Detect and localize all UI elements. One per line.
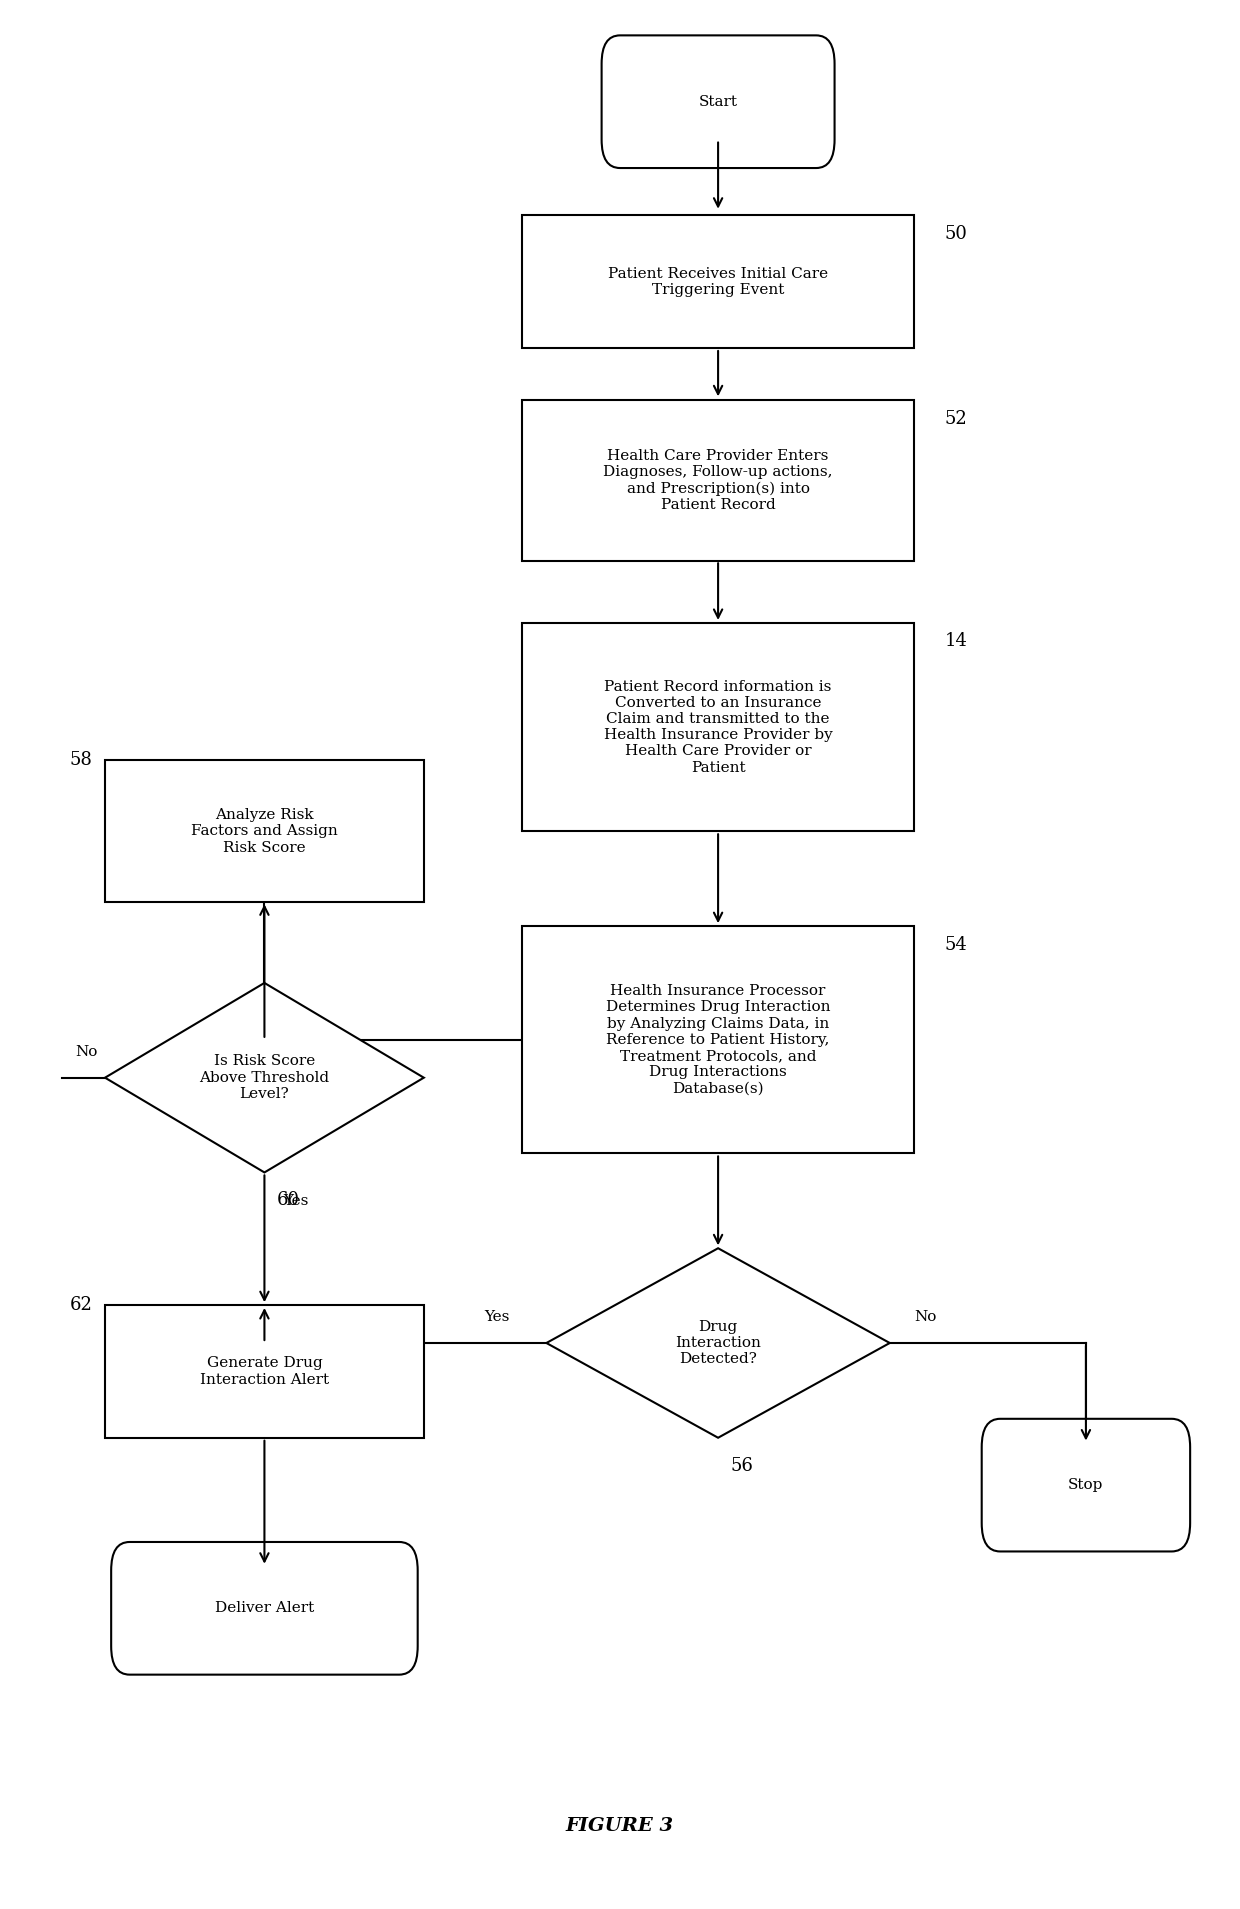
FancyBboxPatch shape	[105, 1306, 424, 1437]
FancyBboxPatch shape	[522, 622, 914, 830]
Text: 56: 56	[730, 1457, 753, 1476]
FancyBboxPatch shape	[522, 401, 914, 561]
Text: Health Care Provider Enters
Diagnoses, Follow-up actions,
and Prescription(s) in: Health Care Provider Enters Diagnoses, F…	[604, 449, 833, 512]
FancyBboxPatch shape	[522, 926, 914, 1153]
Text: Drug
Interaction
Detected?: Drug Interaction Detected?	[675, 1319, 761, 1367]
Text: 62: 62	[69, 1296, 93, 1313]
Polygon shape	[547, 1248, 890, 1437]
FancyBboxPatch shape	[982, 1418, 1190, 1552]
Polygon shape	[105, 983, 424, 1172]
Text: FIGURE 3: FIGURE 3	[565, 1817, 675, 1835]
FancyBboxPatch shape	[601, 36, 835, 168]
Text: Yes: Yes	[485, 1310, 510, 1325]
Text: 54: 54	[945, 935, 967, 954]
Text: 60: 60	[277, 1191, 300, 1210]
Text: Analyze Risk
Factors and Assign
Risk Score: Analyze Risk Factors and Assign Risk Sco…	[191, 808, 337, 855]
Text: Patient Record information is
Converted to an Insurance
Claim and transmitted to: Patient Record information is Converted …	[604, 680, 832, 775]
Text: Is Risk Score
Above Threshold
Level?: Is Risk Score Above Threshold Level?	[200, 1054, 330, 1101]
Text: Generate Drug
Interaction Alert: Generate Drug Interaction Alert	[200, 1355, 329, 1386]
FancyBboxPatch shape	[112, 1542, 418, 1674]
FancyBboxPatch shape	[522, 216, 914, 347]
Text: No: No	[914, 1310, 936, 1325]
FancyBboxPatch shape	[105, 760, 424, 903]
Text: 50: 50	[945, 225, 967, 242]
Text: 52: 52	[945, 410, 967, 428]
Text: Health Insurance Processor
Determines Drug Interaction
by Analyzing Claims Data,: Health Insurance Processor Determines Dr…	[606, 985, 831, 1096]
Text: 14: 14	[945, 632, 967, 651]
Text: Stop: Stop	[1068, 1478, 1104, 1493]
Text: Deliver Alert: Deliver Alert	[215, 1602, 314, 1615]
Text: Yes: Yes	[283, 1193, 309, 1208]
Text: No: No	[76, 1044, 98, 1059]
Text: Start: Start	[698, 95, 738, 109]
Text: Patient Receives Initial Care
Triggering Event: Patient Receives Initial Care Triggering…	[608, 267, 828, 296]
Text: 58: 58	[69, 750, 93, 769]
